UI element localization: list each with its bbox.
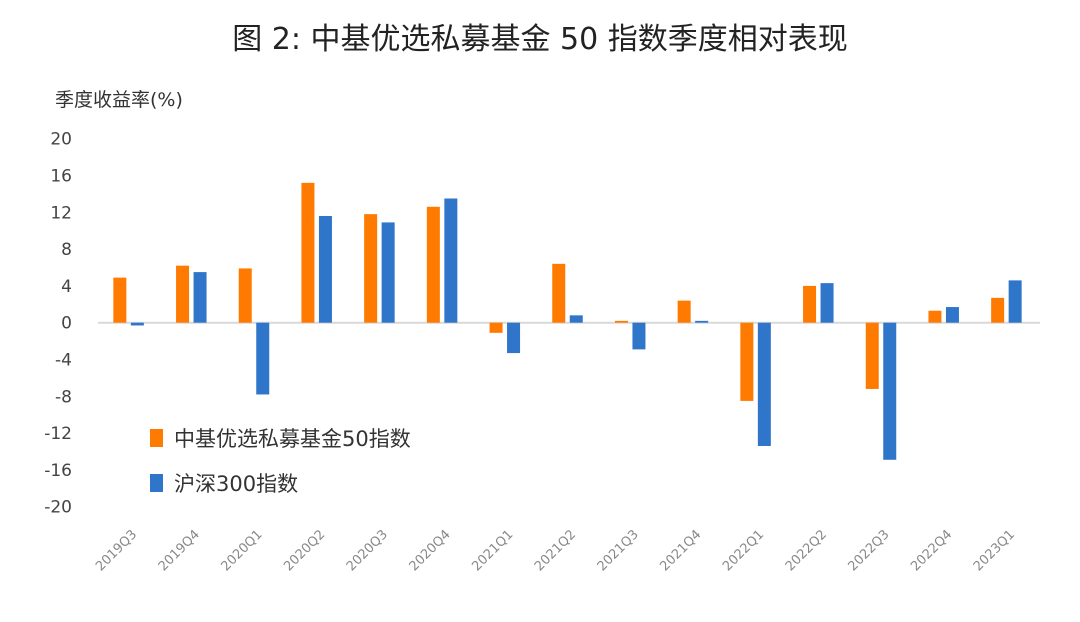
bar-hs300 <box>256 322 270 395</box>
x-tick-label: 2022Q2 <box>783 527 830 574</box>
x-tick-label: 2022Q3 <box>845 527 892 574</box>
x-tick-label: 2021Q1 <box>469 527 516 574</box>
x-tick-label: 2020Q4 <box>407 527 454 574</box>
bar-hs300 <box>507 322 521 354</box>
x-tick-label: 2023Q1 <box>971 527 1018 574</box>
y-tick-label: -4 <box>55 351 72 371</box>
bar-fund50 <box>677 300 691 323</box>
legend-label: 沪深300指数 <box>174 472 298 496</box>
bar-fund50 <box>364 214 378 323</box>
legend-swatch <box>150 429 163 447</box>
y-tick-label: 20 <box>50 130 72 150</box>
x-tick-label: 2022Q1 <box>720 527 767 574</box>
bar-hs300 <box>193 272 207 323</box>
bar-fund50 <box>426 206 440 323</box>
bar-fund50 <box>238 268 252 323</box>
bar-hs300 <box>1008 280 1022 323</box>
x-tick-label: 2020Q2 <box>281 527 328 574</box>
bar-fund50 <box>489 322 503 333</box>
y-tick-label: 0 <box>61 314 72 334</box>
x-tick-label: 2021Q3 <box>595 527 642 574</box>
bar-hs300 <box>820 283 834 323</box>
bar-hs300 <box>444 198 458 323</box>
y-tick-label: -12 <box>44 424 72 444</box>
y-tick-label: -20 <box>44 498 72 518</box>
x-tick-label: 2022Q4 <box>908 527 955 574</box>
y-tick-label: -16 <box>44 461 72 481</box>
bar-fund50 <box>176 265 190 323</box>
x-tick-label: 2020Q3 <box>344 527 391 574</box>
y-tick-label: -8 <box>55 387 72 407</box>
bar-hs300 <box>695 320 709 323</box>
chart-title: 图 2: 中基优选私募基金 50 指数季度相对表现 <box>232 22 848 57</box>
y-axis-label: 季度收益率(%) <box>55 89 183 111</box>
x-tick-label: 2021Q4 <box>657 527 704 574</box>
bar-fund50 <box>740 322 754 401</box>
bar-hs300 <box>757 322 771 446</box>
bar-fund50 <box>113 277 127 323</box>
bar-hs300 <box>945 307 959 323</box>
bar-fund50 <box>928 310 942 323</box>
bar-hs300 <box>632 322 646 350</box>
bar-fund50 <box>803 285 817 323</box>
legend-label: 中基优选私募基金50指数 <box>174 427 411 451</box>
bar-hs300 <box>883 322 897 460</box>
legend-swatch <box>150 474 163 492</box>
bar-fund50 <box>552 263 566 323</box>
bar-hs300 <box>569 315 583 323</box>
x-tick-label: 2021Q2 <box>532 527 579 574</box>
bar-hs300 <box>318 215 332 323</box>
y-tick-label: 16 <box>50 167 72 187</box>
y-tick-label: 4 <box>61 277 72 297</box>
x-tick-label: 2020Q1 <box>218 527 265 574</box>
bar-fund50 <box>301 182 315 323</box>
bar-hs300 <box>381 222 395 323</box>
y-tick-label: 8 <box>61 240 72 260</box>
y-tick-label: 12 <box>50 203 72 223</box>
x-tick-label: 2019Q4 <box>156 527 203 574</box>
bar-hs300 <box>130 322 144 326</box>
x-tick-label: 2019Q3 <box>93 527 140 574</box>
bar-fund50 <box>991 297 1005 323</box>
bar-fund50 <box>865 322 879 389</box>
bar-fund50 <box>614 320 628 323</box>
